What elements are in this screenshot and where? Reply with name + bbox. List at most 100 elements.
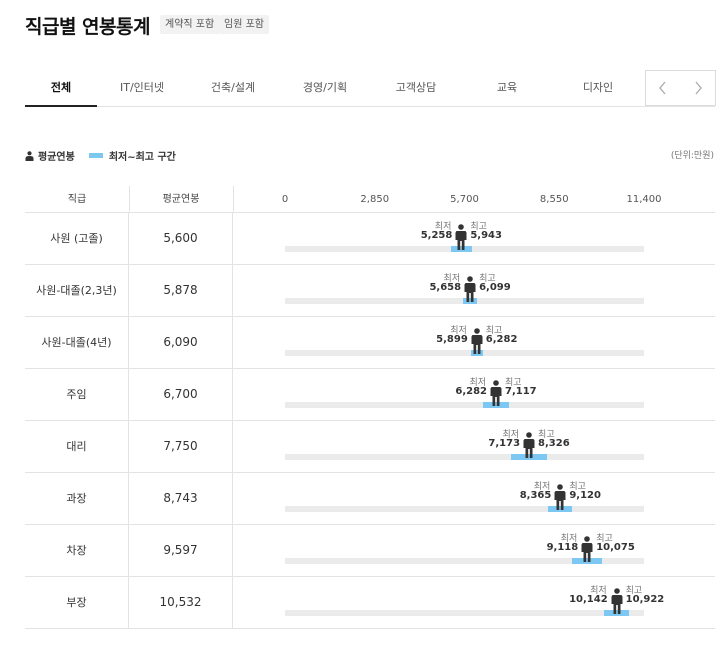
salary-track bbox=[285, 402, 644, 408]
max-value: 10,922 bbox=[625, 594, 665, 605]
rank-cell: 사원-대졸(2,3년) bbox=[25, 265, 129, 316]
min-label: 최저 bbox=[469, 378, 486, 388]
min-label: 최저 bbox=[502, 430, 520, 440]
salary-range-bar bbox=[463, 298, 478, 304]
page-title: 직급별 연봉통계 bbox=[25, 16, 150, 38]
contract-included-badge: 계약직 포함 bbox=[160, 15, 220, 34]
table-row: 부장 10,532 최저 10,142 최고 10,922 bbox=[25, 577, 715, 629]
tab-it-internet[interactable]: IT/인터넷 bbox=[119, 81, 165, 94]
salary-track bbox=[285, 454, 644, 460]
min-label: 최저 bbox=[450, 326, 467, 336]
tab-next-button[interactable] bbox=[680, 70, 716, 106]
average-salary-cell: 5,600 bbox=[129, 213, 233, 264]
average-salary-cell: 5,878 bbox=[129, 265, 233, 316]
salary-track bbox=[285, 506, 644, 512]
min-value: 5,658 bbox=[429, 282, 462, 293]
tab-architecture[interactable]: 건축/설계 bbox=[210, 81, 256, 94]
max-value: 10,075 bbox=[596, 542, 635, 553]
x-tick-label: 11,400 bbox=[626, 194, 662, 205]
category-tabs: 전체 IT/인터넷 건축/설계 경영/기획 고객상담 교육 디자인 bbox=[25, 70, 716, 107]
rank-cell: 대리 bbox=[25, 421, 129, 472]
average-header: 평균연봉 bbox=[162, 194, 200, 205]
average-person-icon bbox=[455, 224, 467, 250]
max-value: 6,282 bbox=[485, 334, 518, 345]
table-header: 직급 평균연봉 0 2,850 5,700 8,550 11,400 bbox=[25, 186, 715, 213]
table-row: 주임 6,700 최저 6,282 최고 7,117 bbox=[25, 369, 715, 421]
max-label: 최고 bbox=[569, 482, 586, 492]
average-salary-cell: 6,090 bbox=[129, 317, 233, 368]
max-label: 최고 bbox=[485, 326, 503, 336]
min-value: 5,899 bbox=[436, 334, 468, 345]
max-label: 최고 bbox=[479, 274, 496, 284]
salary-range-bar bbox=[470, 350, 483, 356]
table-row: 과장 8,743 최저 8,365 최고 9,120 bbox=[25, 473, 715, 525]
table-row: 대리 7,750 최저 7,173 최고 8,326 bbox=[25, 421, 715, 473]
salary-track bbox=[285, 558, 644, 564]
min-value: 10,142 bbox=[569, 594, 608, 605]
rank-cell: 과장 bbox=[25, 473, 129, 524]
average-person-icon bbox=[581, 536, 593, 562]
salary-range-bar bbox=[572, 558, 603, 564]
max-label: 최고 bbox=[470, 222, 487, 232]
average-person-icon bbox=[523, 432, 535, 458]
x-tick-label: 2,850 bbox=[360, 194, 390, 205]
average-salary-cell: 9,597 bbox=[129, 525, 233, 576]
tab-management[interactable]: 경영/기획 bbox=[302, 81, 348, 94]
min-label: 최저 bbox=[533, 482, 551, 492]
salary-range-bar bbox=[482, 402, 510, 408]
max-value: 6,099 bbox=[479, 282, 511, 293]
max-value: 8,326 bbox=[538, 438, 570, 449]
table-row: 사원-대졸(4년) 6,090 최저 5,899 최고 6,282 bbox=[25, 317, 715, 369]
salary-track bbox=[285, 350, 644, 356]
rank-header: 직급 bbox=[67, 194, 87, 205]
rank-cell: 부장 bbox=[25, 577, 129, 628]
min-value: 9,118 bbox=[546, 542, 579, 553]
rank-cell: 주임 bbox=[25, 369, 129, 420]
average-salary-cell: 10,532 bbox=[129, 577, 233, 628]
average-salary-cell: 8,743 bbox=[129, 473, 233, 524]
min-value: 7,173 bbox=[488, 438, 521, 449]
tab-all[interactable]: 전체 bbox=[25, 70, 97, 107]
average-person-icon bbox=[554, 484, 566, 510]
x-tick-label: 8,550 bbox=[539, 194, 569, 205]
salary-range-bar bbox=[604, 610, 629, 616]
unit-label: (단위:만원) bbox=[670, 151, 714, 161]
min-value: 6,282 bbox=[455, 386, 487, 397]
min-value: 5,258 bbox=[420, 230, 453, 241]
x-tick-label: 5,700 bbox=[450, 194, 479, 205]
tab-education[interactable]: 교육 bbox=[496, 81, 518, 94]
min-value: 8,365 bbox=[519, 490, 552, 501]
tab-customer-service[interactable]: 고객상담 bbox=[395, 81, 437, 94]
min-label: 최저 bbox=[590, 586, 607, 596]
x-tick-label: 0 bbox=[281, 194, 289, 205]
rank-cell: 사원-대졸(4년) bbox=[25, 317, 129, 368]
min-label: 최저 bbox=[434, 222, 452, 232]
rank-cell: 사원 (고졸) bbox=[25, 213, 129, 264]
header-divider bbox=[233, 186, 234, 213]
tab-design[interactable]: 디자인 bbox=[582, 81, 614, 94]
table-row: 사원 (고졸) 5,600 최저 5,258 최고 5,943 bbox=[25, 213, 715, 265]
max-value: 9,120 bbox=[569, 490, 601, 501]
max-value: 7,117 bbox=[504, 386, 537, 397]
salary-track bbox=[285, 610, 644, 616]
table-row: 사원-대졸(2,3년) 5,878 최저 5,658 최고 6,099 bbox=[25, 265, 715, 317]
legend-average-label: 평균연봉 bbox=[38, 152, 75, 163]
max-label: 최고 bbox=[538, 430, 555, 440]
average-salary-cell: 7,750 bbox=[129, 421, 233, 472]
table-row: 차장 9,597 최저 9,118 최고 10,075 bbox=[25, 525, 715, 577]
salary-range-bar bbox=[450, 246, 473, 252]
chevron-left-icon bbox=[659, 81, 666, 95]
max-label: 최고 bbox=[504, 378, 522, 388]
max-value: 5,943 bbox=[470, 230, 502, 241]
salary-range-bar bbox=[548, 506, 573, 512]
chart-legend: 평균연봉 최저~최고 구간 bbox=[25, 148, 176, 163]
legend-range-label: 최저~최고 구간 bbox=[108, 152, 176, 163]
average-person-icon bbox=[490, 380, 502, 406]
min-label: 최저 bbox=[560, 534, 578, 544]
salary-range-bar bbox=[510, 454, 548, 460]
executive-included-badge: 임원 포함 bbox=[219, 15, 269, 34]
average-person-icon bbox=[611, 588, 623, 614]
average-person-icon bbox=[464, 276, 476, 302]
tab-prev-button[interactable] bbox=[645, 70, 681, 106]
header-divider bbox=[129, 186, 130, 213]
